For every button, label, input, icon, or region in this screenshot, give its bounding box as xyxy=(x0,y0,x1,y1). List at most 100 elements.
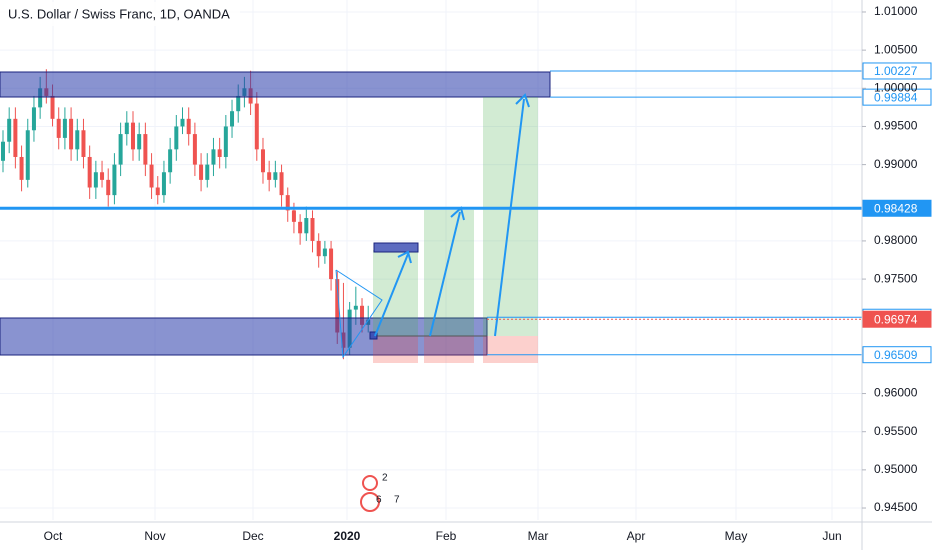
candle-body xyxy=(112,164,117,196)
candle-body xyxy=(360,305,365,325)
candle-body xyxy=(236,95,241,112)
stop-zone[interactable] xyxy=(373,336,418,363)
candle-body xyxy=(217,149,222,157)
levels: 1.002270.998840.984280.970000.969740.965… xyxy=(0,62,932,364)
candle-body xyxy=(353,305,358,310)
axis: Oct Nov Dec 2020 Feb Mar Apr May Jun 1.01000 1.005… xyxy=(44,4,918,543)
arrow[interactable] xyxy=(374,253,409,337)
arrow[interactable] xyxy=(429,211,461,337)
candle-body xyxy=(161,172,166,196)
price-label: 0.98428 xyxy=(874,201,918,215)
candle-body xyxy=(322,248,327,257)
y-tick-label: 0.94500 xyxy=(874,500,918,514)
event-count[interactable]: 2 xyxy=(382,473,388,484)
x-tick-label: Mar xyxy=(528,529,549,543)
events: 26 7 xyxy=(360,473,400,512)
y-tick-label: 0.97500 xyxy=(874,271,918,285)
candle-body xyxy=(69,118,74,150)
candle-body xyxy=(260,149,265,173)
event-count[interactable]: 7 xyxy=(394,495,400,506)
candle-body xyxy=(50,95,55,119)
y-tick-label: 0.95500 xyxy=(874,424,918,438)
target-zone[interactable] xyxy=(424,210,474,336)
title-bg xyxy=(0,2,240,26)
candle-body xyxy=(13,118,18,157)
candle-body xyxy=(211,149,216,165)
candle-body xyxy=(38,88,43,108)
candle-body xyxy=(310,218,315,241)
candle-body xyxy=(174,126,179,150)
candle-body xyxy=(205,164,210,180)
candle-body xyxy=(19,156,24,180)
entry-marker[interactable] xyxy=(369,331,378,340)
arrow-head xyxy=(515,93,530,108)
price-label-bg xyxy=(862,88,932,106)
y-tick-label: 1.00000 xyxy=(874,80,918,94)
candle-body xyxy=(56,118,61,138)
y-tick-label: 0.96000 xyxy=(874,386,918,400)
y-tick-label: 0.98000 xyxy=(874,233,918,247)
arrow[interactable] xyxy=(494,98,525,337)
arrow-head xyxy=(397,250,412,264)
candle-body xyxy=(130,122,135,150)
triangle-pattern[interactable] xyxy=(335,269,383,359)
candle-body xyxy=(118,134,123,165)
price-label-bg xyxy=(862,199,932,217)
y-tick-label: 1.00500 xyxy=(874,42,918,56)
candle-body xyxy=(106,179,111,196)
candle-body xyxy=(87,156,92,188)
candle-body xyxy=(223,126,228,157)
candle-body xyxy=(285,195,290,211)
candle-body xyxy=(7,118,12,142)
y-tick-label: 0.95000 xyxy=(874,462,918,476)
y-tick-label: 1.01000 xyxy=(874,4,918,18)
candle-body xyxy=(304,218,309,234)
candle-body xyxy=(100,172,105,180)
event-count[interactable]: 6 xyxy=(376,495,382,506)
stop-zone[interactable] xyxy=(483,336,538,363)
event-icon xyxy=(362,475,378,491)
event-icon xyxy=(360,492,380,512)
price-label: 0.99884 xyxy=(874,90,918,104)
candle-body xyxy=(273,172,278,180)
price-label: 0.96509 xyxy=(874,348,918,362)
y-tick-label: 0.99000 xyxy=(874,157,918,171)
price-label-bg xyxy=(862,62,932,80)
candle-body xyxy=(254,103,259,150)
candles xyxy=(1,69,371,360)
x-tick-label: Apr xyxy=(627,529,646,543)
x-tick-label: Nov xyxy=(144,529,165,543)
candle-body xyxy=(155,187,160,196)
price-label: 0.96974 xyxy=(874,312,918,326)
x-tick-label: Dec xyxy=(242,529,263,543)
candle-body xyxy=(1,141,5,161)
x-tick-label: May xyxy=(725,529,748,543)
candle-body xyxy=(291,210,296,222)
stop-zone[interactable] xyxy=(424,336,474,363)
candle-body xyxy=(199,164,204,180)
y-tick-label: 0.99500 xyxy=(874,119,918,133)
x-tick-label: 2020 xyxy=(334,529,361,543)
x-tick-label: Oct xyxy=(44,529,63,543)
x-tick-label: Feb xyxy=(436,529,457,543)
target-box[interactable] xyxy=(373,242,419,253)
candle-body xyxy=(31,107,36,131)
candle-body xyxy=(230,111,235,127)
candle-body xyxy=(192,134,197,165)
candle-body xyxy=(93,172,98,188)
candle-body xyxy=(279,172,284,196)
candle-body xyxy=(75,130,80,150)
candle-body xyxy=(316,240,321,257)
candle-body xyxy=(81,130,86,157)
candle-body xyxy=(298,221,303,234)
candle-body xyxy=(267,172,272,180)
candle-body xyxy=(25,130,30,180)
candle-body xyxy=(329,248,334,280)
price-label: 1.00227 xyxy=(874,64,918,78)
price-label-bg xyxy=(862,346,932,364)
resistance-zone[interactable] xyxy=(0,71,551,98)
candle-body xyxy=(143,134,148,165)
candle-body xyxy=(180,118,185,127)
